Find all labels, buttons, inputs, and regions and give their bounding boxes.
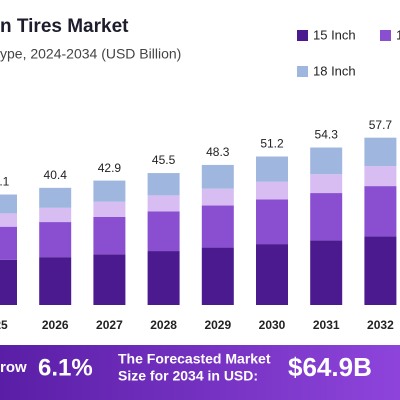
total-label: 51.2 bbox=[260, 137, 284, 151]
bar-segment bbox=[0, 259, 17, 305]
banner bbox=[0, 345, 400, 400]
bar-segment bbox=[39, 257, 72, 305]
bar-segment bbox=[364, 137, 397, 167]
bar-segment bbox=[201, 205, 234, 248]
bar-segment bbox=[93, 254, 126, 305]
bar-segment bbox=[0, 194, 17, 214]
bar-segment bbox=[93, 180, 126, 202]
bar-segment bbox=[93, 216, 126, 255]
bar-segment bbox=[364, 166, 397, 187]
bar-segment bbox=[364, 186, 397, 237]
bar-segment bbox=[256, 199, 288, 245]
total-label: 48.3 bbox=[206, 145, 230, 159]
forecast-value: $64.9B bbox=[288, 352, 372, 382]
x-tick-label: 2032 bbox=[367, 318, 394, 332]
bar-segment bbox=[310, 193, 343, 241]
legend-label: 18 Inch bbox=[313, 63, 356, 78]
bar-segment bbox=[364, 236, 397, 305]
bar-segment bbox=[310, 240, 343, 305]
bar-segment bbox=[201, 164, 234, 189]
chart-title: n Tires Market bbox=[0, 16, 129, 37]
bar-segment bbox=[256, 181, 288, 200]
legend-label: 15 Inch bbox=[313, 27, 356, 42]
legend-swatch bbox=[297, 30, 308, 41]
bar-segment bbox=[256, 156, 288, 182]
bar-segment bbox=[256, 244, 288, 305]
x-tick-label: 25 bbox=[0, 318, 8, 332]
x-tick-label: 2028 bbox=[150, 318, 177, 332]
total-label: 57.7 bbox=[369, 118, 393, 132]
bar-segment bbox=[39, 187, 72, 208]
legend-swatch bbox=[380, 30, 391, 41]
bar-segment bbox=[147, 195, 180, 212]
bar-segment bbox=[147, 251, 180, 305]
x-tick-label: 2027 bbox=[96, 318, 123, 332]
total-label: 45.5 bbox=[152, 153, 176, 167]
bar-segment bbox=[93, 201, 126, 217]
x-tick-label: 2029 bbox=[204, 318, 231, 332]
chart-subtitle: ype, 2024-2034 (USD Billion) bbox=[0, 46, 181, 62]
x-tick-label: 2026 bbox=[42, 318, 69, 332]
cagr-value: 6.1% bbox=[38, 354, 93, 381]
total-label: 54.3 bbox=[315, 128, 339, 142]
total-label: 3.1 bbox=[0, 175, 10, 189]
bar-segment bbox=[201, 247, 234, 305]
bar-segment bbox=[39, 207, 72, 223]
bar-segment bbox=[310, 174, 343, 194]
bar-segment bbox=[0, 226, 17, 260]
bar-segment bbox=[201, 188, 234, 206]
cagr-label: row bbox=[0, 359, 27, 376]
bar-segment bbox=[147, 173, 180, 196]
total-label: 42.9 bbox=[98, 161, 122, 175]
legend-swatch bbox=[297, 66, 308, 77]
bar-segment bbox=[0, 213, 17, 227]
bar-segment bbox=[147, 211, 180, 252]
x-tick-label: 2031 bbox=[313, 318, 340, 332]
forecast-label: The Forecasted Market bbox=[118, 351, 271, 367]
forecast-label: Size for 2034 in USD: bbox=[118, 368, 258, 384]
total-label: 40.4 bbox=[44, 168, 68, 182]
bar-segment bbox=[310, 147, 343, 175]
bar-segment bbox=[39, 222, 72, 258]
legend-label: 16 bbox=[396, 27, 400, 42]
x-tick-label: 2030 bbox=[259, 318, 286, 332]
